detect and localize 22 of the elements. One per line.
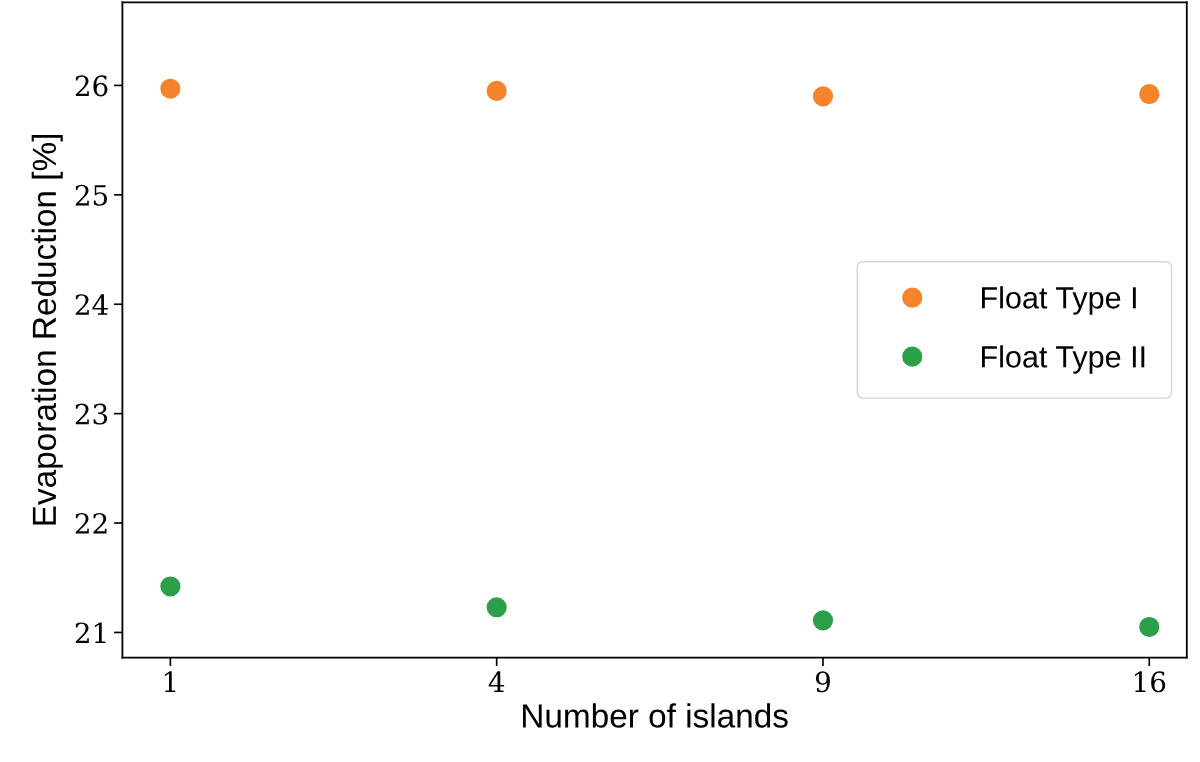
legend-label: Float Type II bbox=[982, 345, 1145, 374]
y-tick-label: 21 bbox=[75, 622, 106, 643]
point bbox=[1139, 84, 1160, 105]
point bbox=[486, 597, 507, 618]
y-tick-label: 26 bbox=[75, 75, 108, 97]
point bbox=[160, 78, 181, 99]
legend-label: Float Type I bbox=[982, 286, 1136, 315]
y-tick-label: 24 bbox=[75, 294, 108, 315]
y-tick-label: 22 bbox=[75, 512, 107, 534]
point bbox=[160, 576, 181, 597]
x-tick-label: 1 bbox=[164, 671, 176, 692]
point bbox=[1139, 616, 1160, 638]
point bbox=[812, 86, 834, 107]
point bbox=[812, 610, 834, 631]
x-tick-label: 16 bbox=[1134, 671, 1166, 693]
x-axis-title: Number of islands bbox=[523, 703, 788, 728]
point bbox=[486, 80, 507, 101]
x-tick-label: 9 bbox=[815, 671, 830, 693]
y-axis-title: Evaporation Reduction [%] bbox=[31, 134, 63, 525]
y-tick-label: 25 bbox=[75, 184, 108, 206]
x-tick-label: 4 bbox=[488, 671, 505, 692]
y-tick-label: 23 bbox=[75, 403, 108, 425]
